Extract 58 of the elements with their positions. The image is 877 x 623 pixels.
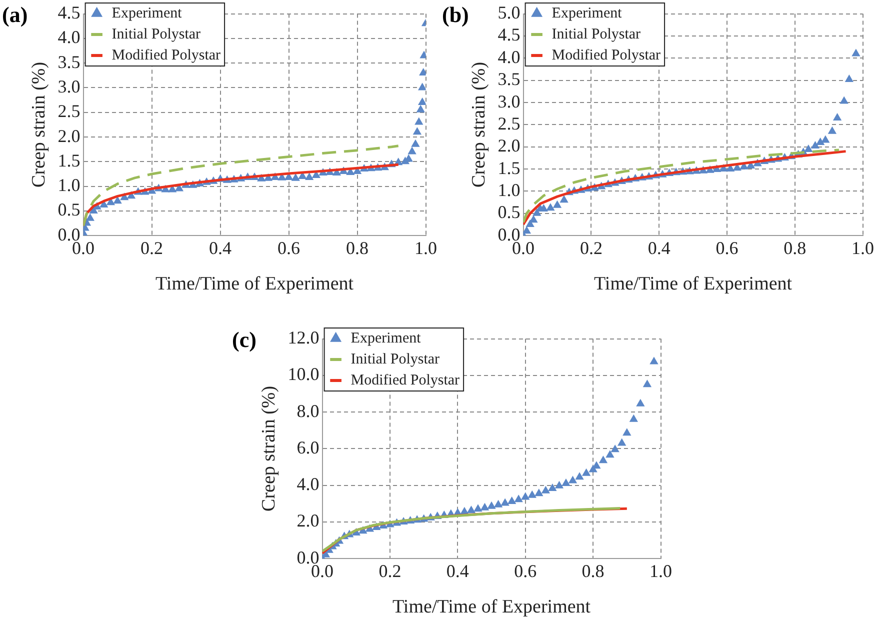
y-tick-label: 8.0 (296, 400, 320, 421)
legend-label: Initial Polystar (350, 351, 440, 368)
x-axis-title: Time/Time of Experiment (392, 596, 592, 618)
x-tick-label: 0.2 (140, 238, 164, 258)
y-tick-label: 4.5 (58, 2, 80, 23)
y-tick-label: 4.0 (296, 474, 320, 494)
x-tick-label: 0.2 (378, 561, 402, 582)
y-tick-label: 1.0 (498, 180, 520, 200)
legend-label: Modified Polystar (350, 372, 460, 388)
y-tick-label: 4.5 (498, 24, 520, 45)
y-tick-label: 10.0 (288, 364, 320, 384)
y-tick-label: 3.5 (58, 52, 80, 72)
x-axis-title: Time/Time of Experiment (155, 274, 354, 295)
legend-label: Experiment (112, 5, 183, 22)
x-tick-label: 0.8 (346, 238, 369, 258)
x-tick-label: 0.4 (446, 561, 469, 582)
y-tick-label: 4.0 (498, 46, 520, 67)
x-tick-label: 0.6 (278, 238, 300, 258)
x-tick-label: 0.4 (209, 238, 232, 258)
legend-label: Initial Polystar (552, 26, 641, 42)
y-tick-label: 0.5 (498, 202, 520, 222)
y-tick-label: 0.5 (58, 200, 80, 220)
chart-title: (a) (2, 2, 28, 28)
y-tick-label: 2.5 (58, 101, 80, 122)
y-tick-label: 2.0 (498, 136, 520, 156)
x-tick-label: 0.8 (784, 238, 806, 258)
x-tick-label: 1.0 (852, 238, 874, 258)
y-tick-label: 3.5 (498, 69, 520, 90)
y-tick-label: 1.0 (58, 175, 80, 196)
y-tick-label: 1.5 (498, 158, 520, 178)
y-axis-title: Creep strain (%) (28, 62, 50, 188)
x-tick-label: 0.8 (582, 561, 604, 582)
y-tick-label: 6.0 (296, 437, 320, 458)
chart-title: (c) (232, 327, 256, 353)
legend-label: Initial Polystar (112, 26, 201, 42)
legend-label: Experiment (552, 5, 623, 22)
y-tick-label: 3.0 (58, 76, 80, 96)
y-axis-title: Creep strain (%) (258, 386, 280, 512)
legend-label: Modified Polystar (112, 47, 221, 64)
x-tick-label: 0.6 (716, 238, 738, 258)
y-tick-label: 2.5 (498, 113, 520, 134)
y-tick-label: 3.0 (498, 91, 520, 112)
x-tick-label: 0.2 (580, 238, 602, 258)
y-tick-label: 5.0 (498, 2, 520, 23)
y-tick-label: 1.5 (58, 150, 80, 170)
x-tick-label: 1.0 (650, 561, 672, 582)
y-axis-title: Creep strain (%) (468, 62, 490, 188)
legend-label: Modified Polystar (552, 47, 661, 64)
x-tick-label: 1.0 (414, 238, 437, 258)
x-tick-label: 0.4 (648, 238, 670, 258)
chart-title: (b) (442, 2, 469, 28)
y-tick-label: 2.0 (58, 126, 80, 146)
x-tick-label: 0.6 (514, 561, 537, 582)
y-tick-label: 4.0 (58, 27, 80, 48)
legend-label: Experiment (350, 330, 422, 346)
y-tick-label: 12.0 (288, 328, 320, 348)
y-tick-label: 2.0 (296, 510, 320, 531)
x-axis-title: Time/Time of Experiment (594, 274, 793, 295)
